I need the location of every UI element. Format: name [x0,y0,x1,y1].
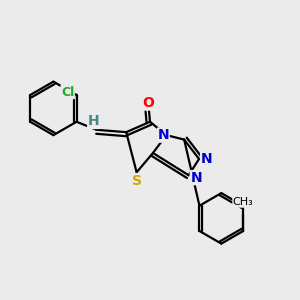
Text: CH₃: CH₃ [233,197,254,207]
Text: S: S [132,174,142,188]
Text: Cl: Cl [61,85,74,98]
Text: O: O [142,96,154,110]
Text: H: H [88,115,99,128]
Text: N: N [190,171,202,184]
Text: N: N [201,152,212,166]
Text: N: N [158,128,169,142]
